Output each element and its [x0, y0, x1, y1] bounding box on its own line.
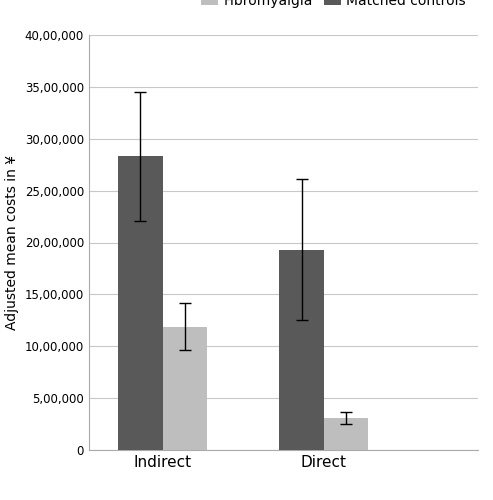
Bar — [163, 326, 207, 450]
Y-axis label: Adjusted mean costs in ¥: Adjusted mean costs in ¥ — [5, 155, 19, 330]
Bar — [324, 418, 368, 450]
Bar — [118, 156, 163, 450]
Bar — [280, 250, 324, 450]
Legend: Fibromyalgia, Matched controls: Fibromyalgia, Matched controls — [196, 0, 471, 13]
